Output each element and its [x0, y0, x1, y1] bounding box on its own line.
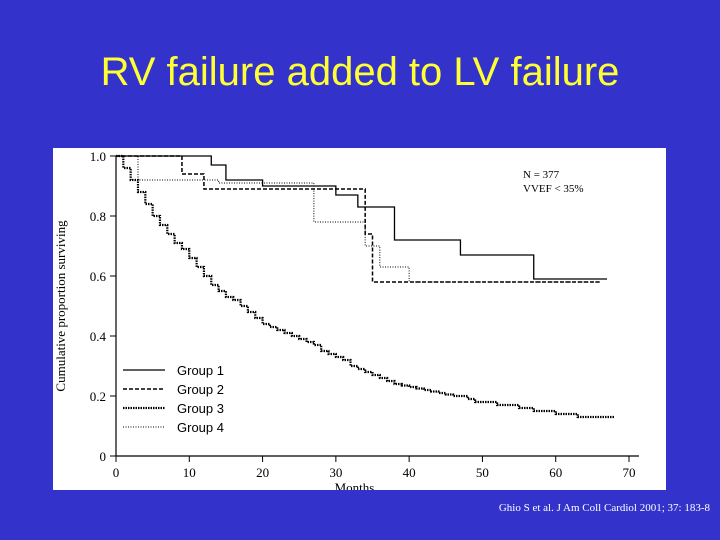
legend-label: Group 4 [177, 420, 224, 435]
y-tick-label: 0 [100, 449, 107, 464]
series-line-3 [116, 154, 615, 419]
legend-label: Group 2 [177, 382, 224, 397]
y-tick-label: 0.8 [90, 209, 106, 224]
x-tick-label: 0 [113, 465, 120, 480]
x-tick-label: 70 [623, 465, 636, 480]
series-line-2 [116, 155, 600, 283]
y-axis-title: Cumulative proportion surviving [53, 220, 68, 392]
x-tick-label: 50 [476, 465, 489, 480]
x-tick-label: 10 [183, 465, 196, 480]
x-tick-label: 30 [329, 465, 342, 480]
y-tick-label: 1.0 [90, 149, 106, 164]
x-tick-label: 40 [403, 465, 416, 480]
x-tick-label: 20 [256, 465, 269, 480]
annotation: N = 377 [523, 169, 560, 181]
legend-label: Group 3 [177, 401, 224, 416]
x-axis-title: Months [335, 480, 375, 490]
legend-label: Group 1 [177, 363, 224, 378]
y-tick-label: 0.6 [90, 269, 107, 284]
x-tick-label: 60 [549, 465, 562, 480]
citation: Ghio S et al. J Am Coll Cardiol 2001; 37… [498, 502, 710, 514]
plot-panel: 0 0.2 0.4 0.6 0.8 1.0 0 10 20 30 40 50 60 70 Months Cum… [53, 148, 666, 490]
annotation: VVEF < 35% [523, 183, 584, 195]
y-tick-label: 0.4 [90, 329, 107, 344]
y-tick-label: 0.2 [90, 389, 106, 404]
slide-title: RV failure added to LV failure [100, 50, 620, 94]
survival-chart: 0 0.2 0.4 0.6 0.8 1.0 0 10 20 30 40 50 60 70 Months Cum… [53, 149, 639, 490]
series-line-1 [116, 155, 608, 280]
